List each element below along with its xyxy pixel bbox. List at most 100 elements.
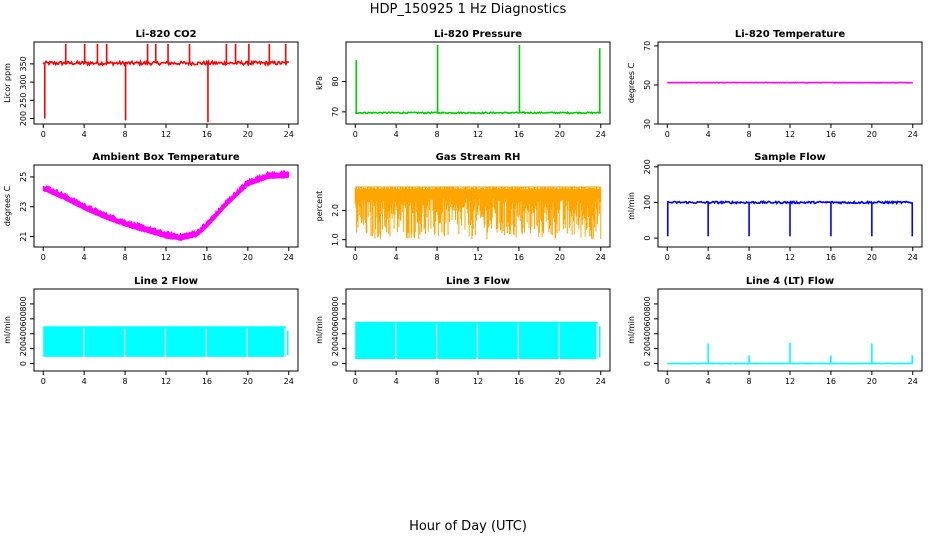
y-tick-label: 0 (643, 361, 652, 366)
panel-7: Line 2 Flow ml/min 0 4 8 12 16 20 24 0 20040060080… (3, 276, 299, 386)
data-layer (354, 186, 602, 240)
y-tick-label: 200 (643, 159, 652, 174)
y-tick-label: 300 (19, 74, 28, 89)
plot-frame (33, 41, 299, 125)
x-tick-label: 0 (665, 253, 670, 262)
panel-6: Sample Flow ml/min 0 4 8 12 16 20 24 0 100 200 (627, 152, 923, 262)
x-tick-label: 0 (353, 253, 358, 262)
y-axis-label: Licor ppm (3, 63, 12, 103)
y-tick-label: 25 (19, 172, 28, 182)
x-tick-label: 4 (394, 253, 399, 262)
y-tick-label: 800 (19, 296, 28, 311)
y-tick-label: 200 (643, 341, 652, 356)
x-tick-label: 16 (514, 253, 524, 262)
x-tick-label: 16 (826, 130, 836, 139)
x-tick-label: 4 (82, 253, 87, 262)
x-tick-label: 4 (706, 253, 711, 262)
data-layer (355, 321, 601, 368)
x-tick-label: 20 (555, 130, 565, 139)
y-axis-label: ml/min (315, 316, 324, 344)
y-tick-label: 250 (19, 93, 28, 108)
x-tick-label: 12 (785, 253, 795, 262)
panel-title: Sample Flow (754, 152, 826, 163)
x-tick-label: 24 (908, 377, 918, 386)
x-tick-label: 0 (41, 377, 46, 386)
panel-title: Gas Stream RH (436, 152, 521, 163)
x-tick-label: 4 (394, 377, 399, 386)
series-fill (355, 321, 598, 360)
data-layer (355, 45, 602, 115)
panel-8: Line 3 Flow ml/min 0 4 8 12 16 20 24 0 20040060080… (315, 276, 611, 386)
x-tick-label: 16 (202, 253, 212, 262)
x-tick-label: 8 (747, 377, 752, 386)
y-axis-label: ml/min (627, 192, 636, 220)
x-tick-label: 16 (826, 377, 836, 386)
y-tick-label: 800 (643, 296, 652, 311)
x-tick-label: 4 (82, 377, 87, 386)
panel-2: Li-820 Pressure kPa 0 4 8 12 16 20 24 70 80 (315, 29, 611, 139)
x-tick-label: 20 (867, 253, 877, 262)
figure-title: HDP_150925 1 Hz Diagnostics (369, 2, 567, 17)
x-tick-label: 0 (353, 130, 358, 139)
panel-title: Li-820 Temperature (735, 29, 845, 40)
x-tick-label: 8 (435, 130, 440, 139)
y-tick-label: 400 (643, 326, 652, 341)
y-tick-label: 1.0 (331, 233, 340, 246)
y-tick-label: 200 (19, 111, 28, 126)
y-tick-label: 400 (331, 326, 340, 341)
x-tick-label: 20 (243, 377, 253, 386)
x-tick-label: 0 (665, 377, 670, 386)
x-tick-label: 12 (473, 377, 483, 386)
x-tick-label: 16 (826, 253, 836, 262)
series-band (42, 170, 290, 242)
x-tick-label: 0 (41, 253, 46, 262)
x-tick-label: 4 (394, 130, 399, 139)
x-tick-label: 24 (284, 377, 294, 386)
y-tick-label: 2.0 (331, 204, 340, 217)
panel-1: Li-820 CO2 Licor ppm 0 4 8 12 16 20 24 200 250 300 3… (3, 29, 299, 139)
y-tick-label: 100 (643, 195, 652, 210)
x-tick-label: 8 (123, 253, 128, 262)
panel-title: Li-820 CO2 (135, 29, 196, 40)
x-tick-label: 24 (284, 130, 294, 139)
y-tick-label: 350 (19, 56, 28, 71)
y-axis-label: degrees C (627, 62, 636, 103)
x-tick-label: 20 (867, 377, 877, 386)
y-tick-label: 0 (643, 236, 652, 241)
x-tick-label: 8 (747, 253, 752, 262)
panel-title: Ambient Box Temperature (92, 152, 239, 163)
data-layer (666, 199, 914, 237)
panel-9: Line 4 (LT) Flow ml/min 0 4 8 12 16 20 24 0 200400… (627, 276, 923, 386)
y-tick-label: 400 (19, 326, 28, 341)
y-tick-label: 0 (19, 361, 28, 366)
panel-4: Ambient Box Temperature degrees C 0 4 8 12 16 2… (3, 152, 299, 262)
y-tick-label: 80 (331, 76, 340, 86)
panel-3: Li-820 Temperature degrees C 0 4 8 12 16 20 24 30… (627, 29, 923, 139)
series-line (355, 111, 602, 115)
x-tick-label: 4 (706, 130, 711, 139)
y-tick-label: 30 (643, 119, 652, 129)
x-tick-label: 24 (596, 130, 606, 139)
x-tick-label: 0 (665, 130, 670, 139)
x-tick-label: 8 (435, 253, 440, 262)
y-tick-label: 600 (331, 311, 340, 326)
y-tick-label: 600 (19, 311, 28, 326)
x-tick-label: 20 (867, 130, 877, 139)
y-tick-label: 600 (643, 311, 652, 326)
y-tick-label: 70 (643, 41, 652, 51)
x-tick-label: 12 (785, 377, 795, 386)
x-tick-label: 16 (514, 377, 524, 386)
x-tick-label: 24 (908, 130, 918, 139)
series-line (667, 362, 914, 365)
y-tick-label: 50 (643, 80, 652, 90)
x-tick-label: 0 (41, 130, 46, 139)
series-fill (43, 326, 286, 357)
series-line (42, 58, 289, 68)
x-tick-label: 0 (353, 377, 358, 386)
x-tick-label: 12 (473, 130, 483, 139)
x-tick-label: 12 (473, 253, 483, 262)
x-tick-label: 24 (596, 253, 606, 262)
panel-title: Line 3 Flow (446, 276, 510, 287)
y-axis-label: degrees C (3, 185, 12, 226)
